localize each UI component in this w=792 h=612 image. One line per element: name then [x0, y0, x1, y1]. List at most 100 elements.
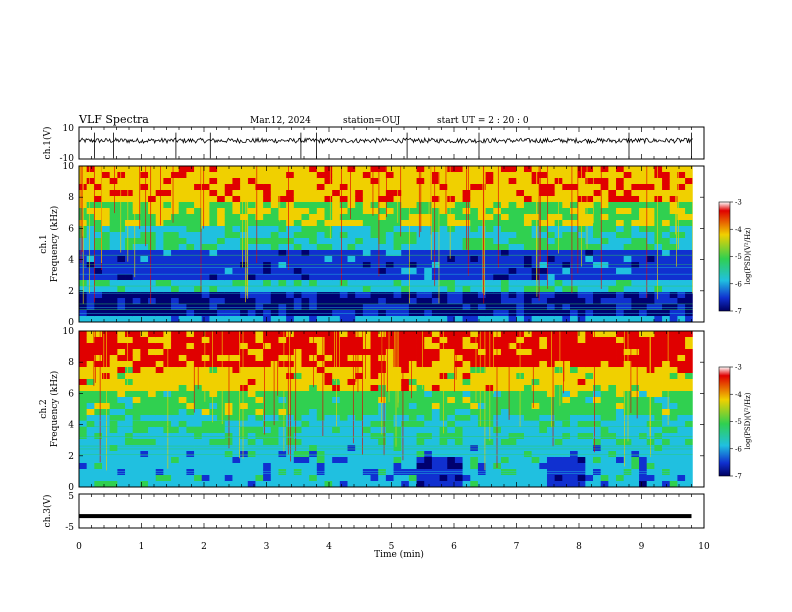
spectrogram-cell — [577, 292, 586, 299]
spectrogram-cell — [523, 280, 533, 287]
spectrogram-cell — [132, 184, 141, 191]
spectrogram-cell — [562, 268, 571, 275]
spectrogram-cell — [339, 244, 348, 251]
spectrogram-cell — [685, 469, 694, 476]
spectrogram-cell — [301, 202, 310, 209]
spectrogram-cell — [516, 238, 525, 245]
spectrogram-cell — [324, 451, 333, 458]
spectrogram-cell — [508, 421, 517, 428]
spectrogram-cell — [102, 445, 111, 452]
spectrogram-cell — [662, 457, 671, 464]
spectrogram-cell — [79, 379, 88, 386]
spectrogram-cell — [217, 172, 226, 179]
spectrogram-cell — [470, 310, 479, 317]
spectrogram-cell — [600, 238, 609, 245]
spectrogram-cell — [539, 367, 548, 374]
spectrogram-cell — [286, 220, 295, 227]
spectrogram-cell — [155, 439, 164, 446]
spectrogram-cell — [424, 232, 433, 239]
spectrogram-cell — [339, 166, 348, 173]
spectrogram-cell — [416, 349, 425, 356]
spectrogram-cell — [109, 421, 118, 428]
spectrogram-cell — [523, 361, 533, 368]
spectrogram-cell — [431, 331, 440, 338]
spectrogram-cell — [416, 367, 425, 374]
spectrogram-cell — [477, 361, 487, 368]
spectrogram-cell — [631, 280, 640, 287]
spectrogram-cell — [324, 391, 333, 398]
spectrogram-cell — [155, 298, 164, 305]
spectrogram-cell — [86, 457, 95, 464]
spectrogram-cell — [355, 397, 364, 404]
spectrogram-cell — [485, 439, 494, 446]
spectrogram-cell — [247, 385, 256, 392]
spectrogram-cell — [355, 196, 364, 203]
spectrogram-cell — [316, 427, 325, 434]
spectrogram-cell — [217, 379, 226, 386]
spectrogram-cell — [631, 469, 640, 476]
spectrogram-cell — [454, 244, 463, 251]
spectrogram-cell — [385, 463, 394, 470]
spectrogram-cell — [677, 427, 686, 434]
spectrogram-cell — [378, 343, 387, 350]
spectrogram-cell — [378, 226, 387, 233]
spectrogram-cell — [447, 244, 456, 251]
spectrogram-cell — [255, 343, 264, 350]
spectrogram-cell — [324, 202, 333, 209]
spectrogram-cell — [608, 208, 617, 215]
spectrogram-cell — [531, 427, 540, 434]
spectrogram-cell — [201, 298, 210, 305]
spectrogram-cell — [79, 469, 88, 476]
spectrogram-cell — [370, 232, 379, 239]
spectrogram-cell — [454, 331, 463, 338]
spectrogram-cell — [316, 190, 325, 197]
spectrogram-cell — [669, 190, 678, 197]
spectrogram-cell — [631, 208, 640, 215]
spectrogram-cell — [539, 262, 548, 269]
spectrogram-cell — [186, 409, 195, 416]
spectrogram-cell — [546, 310, 556, 317]
x-tick-label: 0 — [76, 542, 82, 552]
spectrogram-cell — [608, 439, 617, 446]
spectrogram-cell — [232, 310, 241, 317]
spectrogram-cell — [155, 232, 164, 239]
spectrogram-cell — [431, 286, 440, 293]
spectrogram-cell — [523, 262, 533, 269]
spectrogram-cell — [224, 190, 233, 197]
spectrogram-cell — [554, 349, 563, 356]
spectrogram-cell — [270, 367, 279, 374]
spectrogram-cell — [562, 457, 571, 464]
spectrogram-cell — [531, 172, 540, 179]
spectrogram-cell — [194, 445, 203, 452]
spectrogram-cell — [685, 172, 694, 179]
spectrogram-cell — [685, 214, 694, 221]
spectrogram-cell — [385, 250, 394, 257]
spectrogram-cell — [546, 379, 556, 386]
spectrogram-cell — [163, 196, 172, 203]
spectrogram-cell — [639, 373, 648, 380]
spectrogram-cell — [178, 262, 187, 269]
spectrogram-cell — [546, 172, 556, 179]
spectrogram-cell — [209, 361, 218, 368]
spectrogram-cell — [523, 475, 533, 482]
spectrogram-cell — [585, 421, 594, 428]
spectrogram-cell — [102, 355, 111, 362]
spectrogram-cell — [332, 166, 341, 173]
spectrogram-cell — [117, 385, 126, 392]
spectrogram-cell — [431, 208, 440, 215]
spectrogram-cell — [155, 262, 164, 269]
spectrogram-cell — [470, 475, 479, 482]
spectrogram-cell — [286, 298, 295, 305]
spectrogram-cell — [186, 361, 195, 368]
spectrogram-cell — [608, 385, 617, 392]
spectrogram-cell — [247, 355, 256, 362]
spectrogram-cell — [217, 463, 226, 470]
spectrogram-cell — [309, 385, 318, 392]
spectrogram-cell — [355, 178, 364, 185]
spectrogram-cell — [94, 409, 103, 416]
spectrogram-cell — [301, 220, 310, 227]
spectrogram-cell — [431, 262, 440, 269]
spectrogram-cell — [385, 355, 394, 362]
spectrogram-cell — [408, 475, 417, 482]
spectrogram-cell — [194, 391, 203, 398]
